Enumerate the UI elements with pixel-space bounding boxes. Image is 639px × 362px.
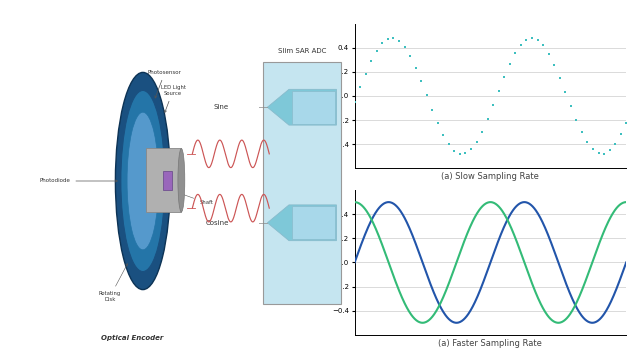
Text: Slim SAR ADC: Slim SAR ADC xyxy=(278,48,326,54)
Point xyxy=(383,36,393,42)
FancyBboxPatch shape xyxy=(164,171,172,190)
Point xyxy=(555,75,565,81)
Point xyxy=(422,93,432,98)
Point xyxy=(511,50,521,56)
Point xyxy=(477,129,487,134)
Text: Optical Encoder: Optical Encoder xyxy=(101,335,163,341)
Point xyxy=(394,38,404,44)
Point xyxy=(588,146,598,152)
Point xyxy=(472,139,482,144)
X-axis label: (a) Faster Sampling Rate: (a) Faster Sampling Rate xyxy=(438,339,543,348)
Point xyxy=(538,42,548,48)
Point xyxy=(499,74,509,80)
Point xyxy=(549,62,559,68)
Point xyxy=(455,151,465,156)
Point xyxy=(505,61,515,67)
Text: Cosine: Cosine xyxy=(205,220,229,226)
Point xyxy=(566,103,576,109)
Point xyxy=(410,65,420,71)
Polygon shape xyxy=(291,91,335,124)
Point xyxy=(355,84,366,90)
Point xyxy=(372,48,382,54)
Point xyxy=(571,117,581,123)
Ellipse shape xyxy=(127,112,158,250)
Point xyxy=(582,139,592,145)
Ellipse shape xyxy=(178,148,185,212)
Point xyxy=(449,148,459,153)
Point xyxy=(521,37,532,43)
Point xyxy=(532,37,543,43)
Text: Rotating
Disk: Rotating Disk xyxy=(99,264,128,302)
Ellipse shape xyxy=(116,72,171,290)
Point xyxy=(621,119,631,125)
Text: Sine: Sine xyxy=(213,104,229,110)
Text: LED Light
Source: LED Light Source xyxy=(160,85,185,113)
Polygon shape xyxy=(268,89,336,125)
Text: Shaft: Shaft xyxy=(179,193,213,205)
Point xyxy=(544,51,554,56)
Text: Photosensor: Photosensor xyxy=(148,70,182,98)
Point xyxy=(399,44,410,50)
Polygon shape xyxy=(291,206,335,239)
X-axis label: (a) Slow Sampling Rate: (a) Slow Sampling Rate xyxy=(442,173,539,181)
Point xyxy=(366,58,376,64)
Point xyxy=(488,102,498,108)
Point xyxy=(494,88,504,94)
Point xyxy=(405,53,415,59)
Point xyxy=(577,129,587,135)
Point xyxy=(599,151,609,156)
Point xyxy=(416,78,426,84)
Point xyxy=(460,150,470,156)
Point xyxy=(389,35,399,41)
FancyBboxPatch shape xyxy=(146,148,181,212)
Point xyxy=(610,141,620,147)
Point xyxy=(527,35,537,41)
Point xyxy=(615,131,626,137)
Polygon shape xyxy=(268,205,336,241)
Point xyxy=(377,40,387,46)
Point xyxy=(350,99,360,105)
Point xyxy=(594,150,604,156)
Point xyxy=(443,142,454,147)
Point xyxy=(466,146,476,152)
Point xyxy=(427,107,437,113)
Point xyxy=(360,71,371,76)
Point xyxy=(560,89,571,95)
Point xyxy=(433,120,443,126)
FancyBboxPatch shape xyxy=(263,62,341,304)
Point xyxy=(604,147,615,153)
Ellipse shape xyxy=(121,90,165,272)
Point xyxy=(482,116,493,122)
Text: Photodiode: Photodiode xyxy=(40,178,118,184)
Point xyxy=(438,132,449,138)
Point xyxy=(516,42,526,48)
